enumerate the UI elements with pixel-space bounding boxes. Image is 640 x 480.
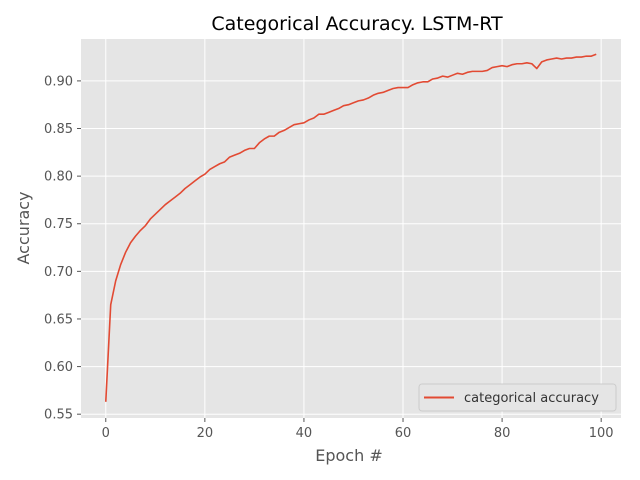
y-tick-label: 0.75	[44, 217, 73, 232]
x-axis-ticks: 0 20 40 60 80 100	[102, 418, 614, 441]
y-tick-label: 0.90	[44, 74, 73, 89]
x-tick-label: 100	[589, 426, 614, 441]
legend: categorical accuracy	[418, 383, 617, 412]
y-axis-ticks: 0.55 0.60 0.65 0.70 0.75 0.80 0.85 0.90	[44, 74, 81, 423]
legend-box	[418, 383, 617, 412]
y-tick-label: 0.60	[44, 360, 73, 375]
series-line-categorical-accuracy	[104, 53, 597, 402]
plot-area	[81, 39, 621, 418]
y-tick-label: 0.70	[44, 265, 73, 280]
series-layer	[104, 53, 597, 402]
y-axis-label: Accuracy	[14, 191, 33, 264]
y-tick-label: 0.85	[44, 122, 73, 137]
x-tick-label: 0	[102, 426, 110, 441]
x-tick-label: 60	[395, 426, 412, 441]
x-tick-label: 40	[296, 426, 313, 441]
grid-lines	[81, 39, 621, 418]
x-tick-label: 80	[494, 426, 511, 441]
x-axis-label: Epoch #	[315, 446, 382, 465]
legend-label: categorical accuracy	[464, 391, 599, 406]
chart-title: Categorical Accuracy. LSTM-RT	[211, 13, 503, 35]
x-tick-label: 20	[197, 426, 214, 441]
y-tick-label: 0.80	[44, 170, 73, 185]
y-tick-label: 0.55	[44, 408, 73, 423]
y-tick-label: 0.65	[44, 312, 73, 327]
